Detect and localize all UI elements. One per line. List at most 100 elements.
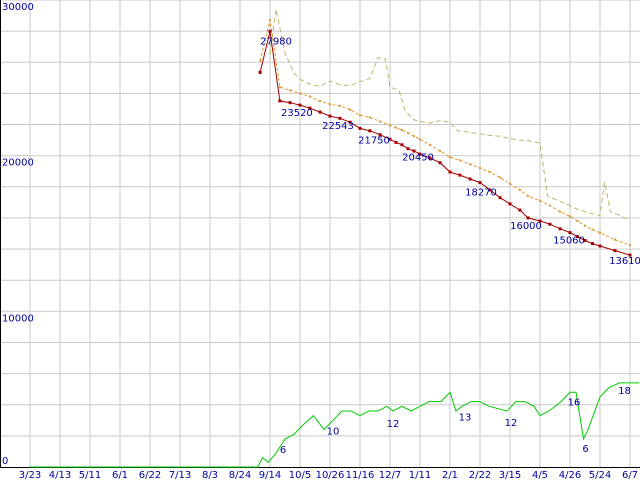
series-orange-marker — [449, 156, 451, 159]
x-tick-label: 3/15 — [499, 470, 521, 480]
series-red-marker — [488, 188, 492, 192]
series-red-marker — [288, 101, 292, 105]
data-label: 12 — [387, 419, 400, 430]
series-orange-marker — [407, 132, 409, 135]
series-orange-marker — [599, 231, 601, 234]
series-orange-marker — [629, 244, 631, 247]
series-red-marker — [388, 137, 392, 141]
x-tick-label: 6/22 — [139, 470, 161, 480]
x-tick-label: 10/5 — [289, 470, 311, 480]
data-label: 6 — [582, 444, 588, 455]
series-red-marker — [358, 126, 362, 130]
series-red-marker — [412, 149, 416, 153]
series-red-marker — [298, 103, 302, 107]
series-orange-marker — [548, 204, 551, 207]
series-red-marker — [568, 231, 572, 235]
series-red-marker — [478, 181, 482, 185]
x-tick-label: 12/7 — [379, 470, 401, 480]
series-red-marker — [268, 29, 272, 33]
series-red-marker — [583, 239, 587, 242]
data-label: 12 — [505, 418, 518, 429]
series-red-marker — [438, 161, 442, 165]
series-orange-marker — [419, 138, 421, 141]
series-orange-marker — [576, 220, 579, 222]
data-label: 16 — [568, 397, 581, 408]
series-orange-marker — [569, 215, 571, 218]
series-orange-marker — [614, 238, 616, 241]
series-red-marker — [598, 244, 602, 248]
series-red-marker — [406, 147, 410, 151]
series-red-marker — [394, 140, 398, 144]
series-red-marker — [468, 177, 472, 181]
series-orange-marker — [278, 86, 281, 89]
series-orange-marker — [259, 59, 262, 62]
y-tick-label: 10000 — [2, 313, 34, 324]
series-red-marker — [498, 196, 502, 200]
x-tick-label: 4/26 — [559, 470, 581, 480]
series-orange-marker — [395, 126, 397, 129]
y-tick-label: 0 — [2, 456, 8, 467]
data-label: 16000 — [510, 221, 542, 232]
series-orange-marker — [299, 92, 301, 95]
series-red-marker — [308, 106, 312, 110]
series-red-marker — [368, 129, 372, 133]
data-label: 20450 — [402, 153, 434, 164]
series-red-marker — [328, 114, 332, 118]
series-orange-marker — [584, 224, 586, 227]
series-orange-marker — [539, 199, 541, 202]
series-orange-marker — [469, 163, 472, 166]
series-red-marker — [428, 156, 432, 160]
data-label: 22543 — [322, 121, 354, 132]
series-red-marker — [400, 143, 404, 147]
x-tick-label: 7/13 — [169, 470, 191, 480]
series-red-marker — [628, 253, 632, 257]
series-red-marker — [458, 173, 462, 177]
x-tick-label: 3/23 — [19, 470, 41, 480]
series-red-marker — [613, 249, 617, 253]
series-orange-marker — [338, 104, 341, 107]
x-tick-label: 4/13 — [49, 470, 71, 480]
x-tick-label: 10/26 — [316, 470, 345, 480]
series-orange-marker — [349, 108, 352, 111]
series-orange-marker — [389, 124, 391, 127]
series-orange-marker — [428, 143, 431, 146]
series-orange-marker — [329, 103, 331, 106]
x-tick-label: 8/3 — [202, 470, 218, 480]
series-red-marker — [508, 202, 512, 206]
series-red-marker — [558, 227, 562, 231]
data-label: 21750 — [358, 135, 390, 146]
series-yellow-line — [269, 9, 631, 221]
x-tick-label: 5/24 — [589, 470, 611, 480]
series-orange-line — [259, 20, 631, 246]
series-orange-marker — [591, 228, 594, 231]
series-red-marker — [258, 70, 262, 74]
series-orange-marker — [308, 95, 311, 98]
series-red-marker — [338, 116, 342, 120]
x-tick-label: 2/1 — [442, 470, 458, 480]
x-tick-label: 8/24 — [229, 470, 251, 480]
x-tick-label: 6/1 — [112, 470, 128, 480]
x-tick-label: 2/22 — [469, 470, 491, 480]
series-orange-marker — [289, 89, 292, 92]
data-label: 13 — [459, 412, 472, 423]
series-red-marker — [348, 120, 352, 124]
series-green-line — [30, 382, 639, 468]
series-orange-marker — [499, 176, 502, 179]
x-tick-label: 6/7 — [622, 470, 638, 480]
x-tick-label: 4/5 — [532, 470, 548, 480]
data-label: 18270 — [465, 188, 497, 199]
series-orange-marker — [269, 19, 271, 22]
series-red-marker — [526, 216, 530, 220]
x-tick-label: 11/16 — [346, 470, 375, 480]
data-label: 10 — [327, 426, 340, 437]
data-label: 13610 — [609, 256, 640, 267]
series-orange-marker — [368, 116, 371, 119]
x-tick-label: 5/11 — [79, 470, 101, 480]
data-label: 27980 — [260, 36, 292, 47]
series-orange-marker — [527, 195, 529, 198]
series-orange-marker — [379, 120, 382, 123]
series-orange-marker — [559, 210, 562, 213]
series-red-marker — [548, 222, 552, 226]
